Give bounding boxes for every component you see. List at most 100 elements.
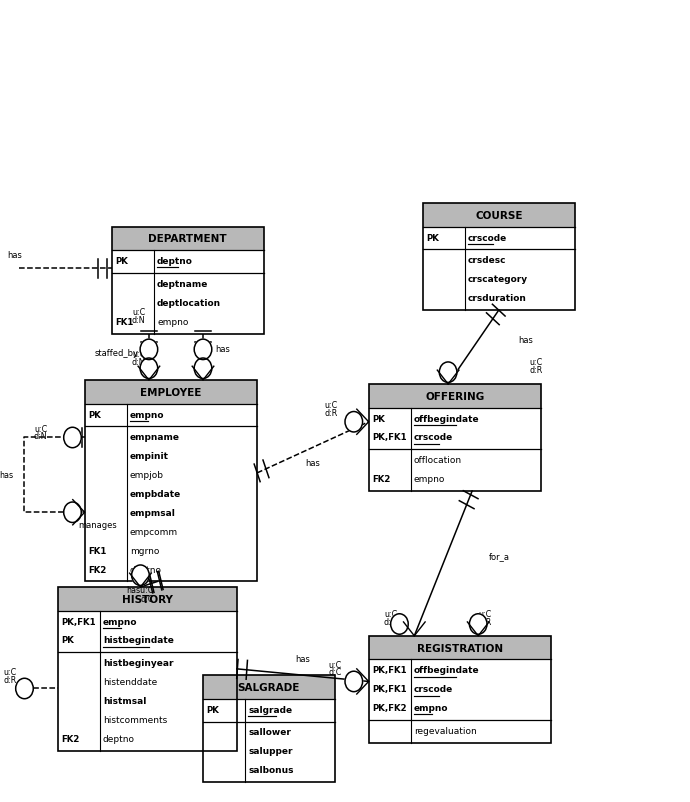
Text: hasu:C: hasu:C xyxy=(126,585,154,594)
Bar xyxy=(423,204,575,310)
Bar xyxy=(203,675,335,782)
Text: d:C: d:C xyxy=(141,593,154,603)
Bar xyxy=(58,587,237,751)
Bar xyxy=(368,384,541,492)
Text: for_a: for_a xyxy=(489,551,510,561)
Text: has: has xyxy=(295,654,310,663)
Text: empno: empno xyxy=(130,410,164,419)
Text: deptno: deptno xyxy=(130,565,162,574)
Text: deptno: deptno xyxy=(103,734,135,743)
Text: salbonus: salbonus xyxy=(248,765,294,774)
Text: crsdesc: crsdesc xyxy=(468,256,506,265)
Bar xyxy=(368,384,541,408)
Text: regevaluation: regevaluation xyxy=(414,726,477,735)
Text: deptno: deptno xyxy=(157,257,193,265)
Text: salupper: salupper xyxy=(248,747,293,755)
Text: crscode: crscode xyxy=(414,684,453,694)
Text: u:C: u:C xyxy=(132,308,146,317)
Text: PK: PK xyxy=(372,414,385,423)
Text: crscode: crscode xyxy=(468,233,507,242)
Bar xyxy=(58,587,237,611)
Text: mgrno: mgrno xyxy=(130,546,159,555)
Circle shape xyxy=(140,358,158,379)
Bar xyxy=(423,204,575,227)
Text: PK,FK1: PK,FK1 xyxy=(61,617,96,626)
Text: empinit: empinit xyxy=(130,452,169,460)
Text: manages: manages xyxy=(78,520,117,529)
Text: u:C: u:C xyxy=(3,666,17,676)
Text: u:C: u:C xyxy=(529,358,542,367)
Text: u:C: u:C xyxy=(325,400,338,410)
Circle shape xyxy=(16,678,33,699)
Text: d:R: d:R xyxy=(3,674,17,683)
Text: PK: PK xyxy=(426,233,439,242)
Text: histenddate: histenddate xyxy=(103,678,157,687)
Circle shape xyxy=(132,565,149,585)
Text: d:C: d:C xyxy=(384,618,397,626)
Text: histcomments: histcomments xyxy=(103,715,167,724)
Text: deptlocation: deptlocation xyxy=(157,298,221,307)
Text: has: has xyxy=(215,345,230,354)
Text: salgrade: salgrade xyxy=(248,705,293,714)
Text: empmsal: empmsal xyxy=(130,508,176,517)
Circle shape xyxy=(63,427,81,448)
Text: u:C: u:C xyxy=(478,610,491,618)
Bar xyxy=(423,204,575,310)
Text: histbegindate: histbegindate xyxy=(103,636,174,645)
Text: d:N: d:N xyxy=(132,315,146,325)
Bar xyxy=(112,227,264,334)
Text: u:C: u:C xyxy=(384,610,397,618)
Text: u:C: u:C xyxy=(132,350,146,358)
Circle shape xyxy=(345,412,362,432)
Bar xyxy=(368,636,551,659)
Text: has: has xyxy=(8,250,23,259)
Text: d:R: d:R xyxy=(325,408,338,417)
Bar xyxy=(368,636,551,743)
Text: empcomm: empcomm xyxy=(130,527,178,537)
Bar xyxy=(85,381,257,581)
Text: histbeginyear: histbeginyear xyxy=(103,658,173,667)
Circle shape xyxy=(63,502,81,523)
Text: u:C: u:C xyxy=(328,660,342,669)
Text: empno: empno xyxy=(103,617,137,626)
Bar xyxy=(85,381,257,581)
Circle shape xyxy=(469,614,487,634)
Text: histmsal: histmsal xyxy=(103,696,146,705)
Text: PK: PK xyxy=(61,636,74,645)
Text: empname: empname xyxy=(130,433,180,442)
Text: COURSE: COURSE xyxy=(475,210,522,221)
Text: d:C: d:C xyxy=(328,667,342,677)
Circle shape xyxy=(440,363,457,383)
Text: offlocation: offlocation xyxy=(414,456,462,464)
Text: PK,FK1: PK,FK1 xyxy=(372,433,406,442)
Text: PK: PK xyxy=(206,705,219,714)
Text: empbdate: empbdate xyxy=(130,489,181,498)
Text: deptname: deptname xyxy=(157,280,208,289)
Text: FK2: FK2 xyxy=(61,734,79,743)
Text: offbegindate: offbegindate xyxy=(414,666,480,674)
Text: sallower: sallower xyxy=(248,727,291,736)
Bar xyxy=(368,636,551,743)
Text: offbegindate: offbegindate xyxy=(414,414,480,423)
Circle shape xyxy=(391,614,408,634)
Text: PK: PK xyxy=(88,410,101,419)
Bar xyxy=(112,227,264,334)
Text: has: has xyxy=(0,471,14,480)
Text: has: has xyxy=(518,335,533,344)
Text: crsduration: crsduration xyxy=(468,294,527,302)
Bar xyxy=(368,384,541,492)
Text: SALGRADE: SALGRADE xyxy=(238,682,300,692)
Bar xyxy=(203,675,335,782)
Text: empjob: empjob xyxy=(130,471,164,480)
Text: EMPLOYEE: EMPLOYEE xyxy=(140,387,201,397)
Bar xyxy=(85,381,257,404)
Circle shape xyxy=(194,358,212,379)
Text: OFFERING: OFFERING xyxy=(425,391,484,401)
Text: FK1: FK1 xyxy=(88,546,106,555)
Text: PK: PK xyxy=(115,257,128,265)
Text: REGISTRATION: REGISTRATION xyxy=(417,642,503,653)
Text: PK,FK2: PK,FK2 xyxy=(372,703,406,712)
Text: crscategory: crscategory xyxy=(468,275,528,284)
Text: d:R: d:R xyxy=(529,366,542,375)
Circle shape xyxy=(345,671,362,692)
